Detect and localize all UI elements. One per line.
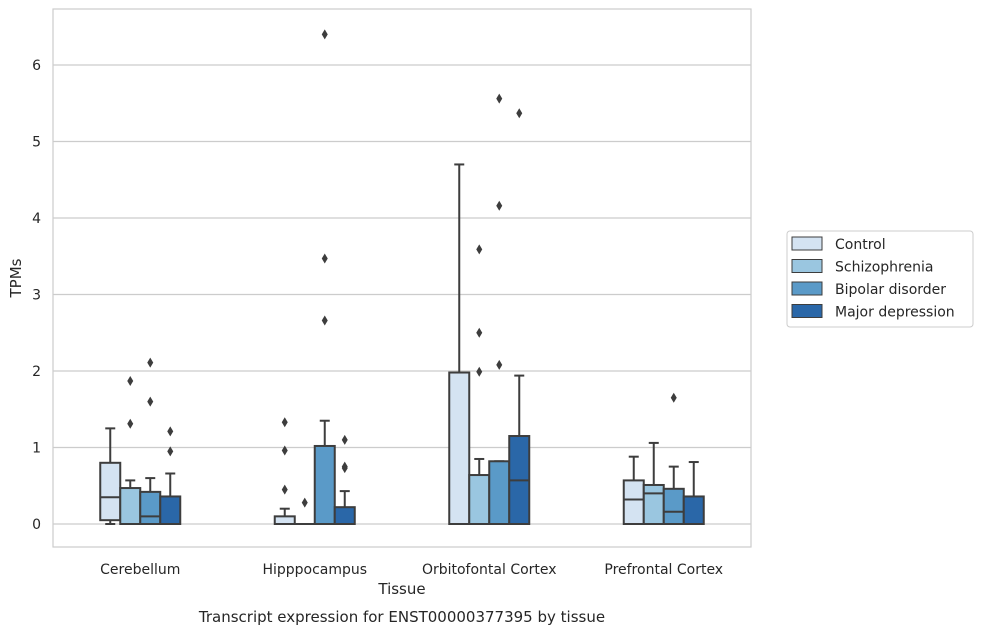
box-body	[313, 444, 336, 525]
y-tick-label: 6	[32, 58, 41, 74]
legend-entries: Control Schizophrenia Bipolar disorder Majo…	[791, 236, 955, 321]
outlier-point	[167, 446, 174, 457]
y-tick-label: 3	[32, 288, 41, 304]
box-body	[662, 487, 685, 525]
outlier-point	[476, 366, 483, 377]
box-bipolar-disorder	[139, 357, 162, 525]
y-axis-label: TPMs	[7, 258, 25, 298]
box-body	[622, 479, 645, 525]
outlier-point	[670, 392, 677, 403]
outlier-point	[321, 29, 328, 40]
box-bipolar-disorder	[313, 29, 336, 525]
legend-swatch	[791, 281, 823, 296]
box-major-depression	[333, 434, 356, 526]
box-control	[273, 417, 296, 525]
box-major-depression	[682, 461, 705, 525]
x-tick-label: Orbitofontal Cortex	[422, 562, 557, 578]
outlier-point	[127, 418, 134, 429]
outlier-point	[281, 445, 288, 456]
outlier-point	[516, 108, 523, 119]
y-tick-label: 0	[32, 517, 41, 533]
outlier-point	[341, 461, 348, 472]
x-tick-label: Prefrontal Cortex	[604, 562, 723, 578]
outlier-point	[476, 327, 483, 338]
grid-lines	[53, 64, 751, 525]
outlier-point	[496, 359, 503, 370]
box-body	[642, 483, 665, 525]
box-bipolar-disorder	[662, 392, 685, 525]
outlier-point	[341, 434, 348, 445]
legend-frame	[786, 230, 974, 328]
y-tick-label: 2	[32, 364, 41, 380]
legend-swatch	[791, 304, 823, 318]
chart-caption: Transcript expression for ENST0000037739…	[198, 608, 605, 626]
y-tick-labels: 0 1 2 3 4 5 6	[32, 58, 41, 533]
legend-label: Control	[835, 237, 886, 253]
y-tick-label: 4	[32, 211, 41, 227]
legend-label: Bipolar disorder	[835, 282, 946, 298]
legend-swatch	[791, 259, 823, 273]
box-schizophrenia	[294, 497, 315, 525]
box-body	[159, 495, 182, 525]
outlier-point	[496, 93, 503, 104]
outlier-point	[281, 417, 288, 428]
box-major-depression	[508, 108, 531, 525]
box-control	[448, 163, 471, 525]
box-body	[99, 461, 122, 522]
y-tick-label: 1	[32, 441, 41, 457]
box-schizophrenia	[642, 441, 665, 525]
y-tick-label: 5	[32, 135, 41, 151]
box-body	[333, 506, 356, 526]
box-body	[448, 371, 471, 525]
outlier-point	[496, 200, 503, 211]
outlier-point	[301, 497, 308, 508]
box-body	[468, 474, 491, 526]
box-body	[119, 487, 142, 526]
x-tick-label: Cerebellum	[100, 562, 180, 578]
outlier-point	[147, 357, 154, 368]
outlier-point	[281, 484, 288, 495]
x-tick-label: Hipppocampus	[262, 562, 367, 578]
box-body	[488, 460, 511, 525]
legend: Control Schizophrenia Bipolar disorder Majo…	[786, 230, 974, 328]
box-bipolar-disorder	[488, 93, 511, 525]
outlier-point	[147, 396, 154, 407]
outlier-point	[476, 244, 483, 255]
outlier-point	[167, 426, 174, 437]
outlier-point	[127, 375, 134, 386]
box-body	[273, 515, 296, 525]
outlier-point	[321, 253, 328, 264]
legend-label: Major depression	[835, 305, 955, 321]
box-body	[682, 495, 705, 525]
box-body	[139, 490, 162, 525]
x-tick-labels: Cerebellum Hipppocampus Orbitofontal Corte…	[100, 562, 723, 578]
box-major-depression	[159, 426, 182, 525]
outlier-point	[321, 315, 328, 326]
x-axis-label: Tissue	[377, 580, 425, 598]
legend-label: Schizophrenia	[835, 260, 933, 276]
box-groups	[99, 29, 705, 526]
plot-area	[52, 8, 752, 548]
legend-swatch	[791, 236, 823, 251]
